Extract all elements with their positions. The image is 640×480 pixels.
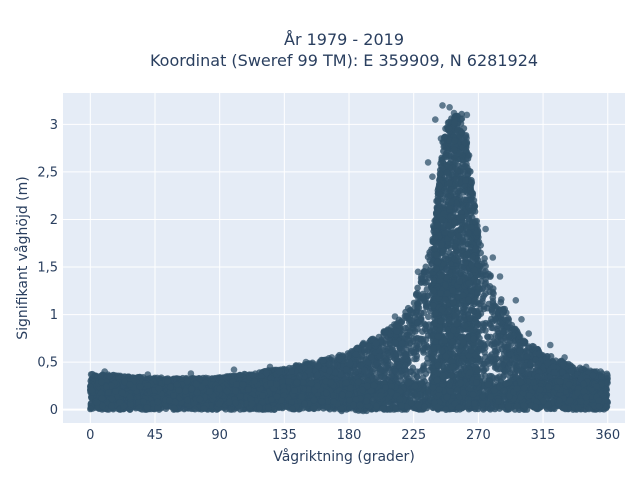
data-point xyxy=(480,366,488,374)
data-point xyxy=(497,299,505,306)
data-point xyxy=(336,355,344,363)
data-point xyxy=(488,305,496,313)
data-point xyxy=(420,365,428,373)
data-point xyxy=(419,347,427,354)
data-point xyxy=(421,268,428,276)
data-point xyxy=(504,343,511,351)
data-point xyxy=(506,372,513,380)
data-point xyxy=(527,360,534,368)
data-point xyxy=(502,356,510,364)
data-point xyxy=(576,364,584,372)
data-point xyxy=(534,360,542,368)
data-point xyxy=(414,284,421,292)
data-point xyxy=(314,362,322,370)
chart-title-line2: Koordinat (Sweref 99 TM): E 359909, N 62… xyxy=(150,51,538,70)
data-point xyxy=(480,305,488,313)
data-point xyxy=(263,369,270,377)
data-point xyxy=(404,335,411,343)
data-point xyxy=(506,333,513,340)
data-point xyxy=(417,275,425,282)
data-point xyxy=(419,328,426,335)
data-point xyxy=(414,319,421,327)
data-point xyxy=(501,305,509,313)
data-point xyxy=(489,324,497,332)
chart-title-line1: År 1979 - 2019 xyxy=(284,30,404,49)
data-point xyxy=(413,373,421,380)
data-point xyxy=(319,356,327,364)
data-point xyxy=(419,294,426,302)
data-point xyxy=(568,368,575,375)
data-point xyxy=(479,360,486,368)
data-point xyxy=(481,259,488,267)
data-point xyxy=(375,333,383,341)
data-point xyxy=(326,367,333,375)
data-point xyxy=(391,339,399,347)
data-point xyxy=(425,313,432,321)
data-point xyxy=(484,333,492,341)
data-point xyxy=(516,346,524,354)
data-point xyxy=(486,283,494,290)
data-point xyxy=(481,255,488,262)
data-point xyxy=(352,368,359,375)
data-point xyxy=(412,328,419,335)
data-point xyxy=(480,292,488,300)
data-point xyxy=(485,360,493,367)
data-point xyxy=(379,373,387,381)
data-point xyxy=(525,343,532,350)
data-point xyxy=(489,297,497,305)
data-points xyxy=(87,102,611,415)
data-point xyxy=(490,290,497,297)
data-point xyxy=(415,304,423,312)
data-point xyxy=(491,364,499,372)
data-point xyxy=(413,355,420,363)
data-point xyxy=(481,321,488,329)
data-point xyxy=(384,350,391,357)
data-point xyxy=(401,353,409,360)
data-point xyxy=(420,309,428,317)
data-point xyxy=(496,333,504,341)
data-point xyxy=(402,324,409,332)
data-point xyxy=(496,319,504,326)
data-point xyxy=(497,341,505,348)
